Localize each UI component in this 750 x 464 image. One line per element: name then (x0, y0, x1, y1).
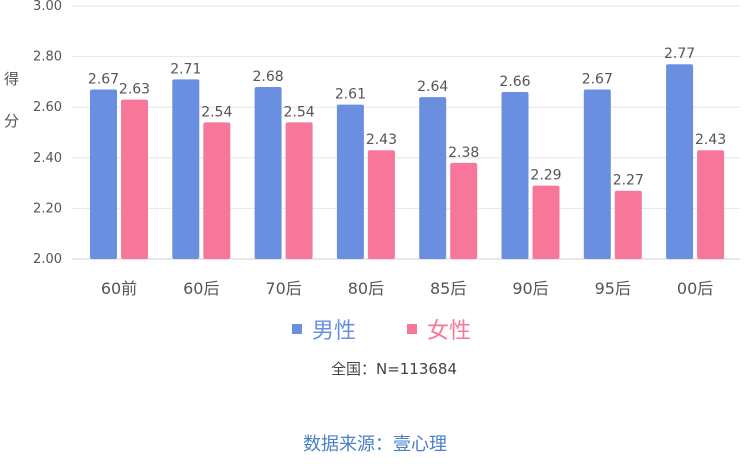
bar-female (367, 150, 395, 259)
x-tick-label: 00后 (677, 279, 713, 298)
sample-size-note: 全国：N=113684 (331, 360, 457, 378)
bar-female (697, 150, 725, 259)
bars (90, 64, 725, 260)
bar-female (285, 122, 313, 259)
bar-male (172, 79, 200, 260)
value-label-female: 2.38 (448, 145, 479, 161)
y-tick-label: 2.20 (33, 201, 62, 216)
value-label-female: 2.43 (695, 132, 726, 148)
bar-female (203, 122, 231, 259)
x-tick-label: 95后 (595, 279, 631, 298)
y-tick-label: 2.40 (33, 151, 62, 166)
bar-female (121, 99, 148, 259)
value-label-male: 2.64 (417, 79, 448, 95)
data-source: 数据来源：壹心理 (303, 434, 447, 455)
x-tick-label: 90后 (512, 279, 548, 298)
y-axis-label-part-2: 分 (4, 112, 19, 130)
y-tick-label: 3.00 (33, 0, 62, 14)
bar-female (450, 162, 478, 259)
value-label-female: 2.29 (530, 168, 561, 184)
x-tick-label: 85后 (430, 279, 466, 298)
x-tick-label: 80后 (348, 279, 384, 298)
bar-male (419, 97, 447, 259)
value-label-male: 2.67 (88, 71, 119, 87)
y-axis-label-part-1: 得 (4, 70, 19, 88)
value-label-female: 2.63 (119, 82, 150, 98)
bar-male (90, 89, 117, 260)
x-tick-label: 60前 (101, 279, 137, 298)
bar-male (254, 86, 282, 260)
bar-male (501, 92, 529, 260)
value-label-female: 2.54 (201, 104, 232, 120)
x-axis-ticks: 60前 60后 70后 80后 85后 90后 95后 00后 (101, 279, 713, 298)
value-label-male: 2.67 (582, 71, 613, 87)
value-label-male: 2.68 (253, 69, 284, 85)
legend: 男性 女性 (292, 319, 471, 344)
y-axis-ticks: 2.00 2.20 2.40 2.60 2.80 3.00 (33, 0, 62, 267)
bar-female (532, 185, 560, 259)
bar-male (666, 64, 694, 259)
value-label-female: 2.27 (613, 173, 644, 189)
legend-swatch-female (407, 324, 417, 334)
x-tick-label: 70后 (265, 279, 301, 298)
value-label-male: 2.77 (664, 46, 695, 62)
value-labels: 2.672.632.712.542.682.542.612.432.642.38… (88, 46, 726, 189)
value-label-male: 2.66 (499, 74, 530, 90)
bar-male (336, 104, 364, 259)
bar-male (583, 89, 611, 260)
value-label-male: 2.61 (335, 87, 366, 103)
y-tick-label: 2.60 (33, 100, 62, 115)
legend-label-male: 男性 (312, 319, 356, 344)
value-label-female: 2.43 (366, 132, 397, 148)
bar-female (614, 190, 642, 259)
y-tick-label: 2.80 (33, 50, 62, 65)
x-tick-label: 60后 (183, 279, 219, 298)
legend-swatch-male (292, 324, 302, 334)
value-label-male: 2.71 (170, 61, 201, 77)
legend-label-female: 女性 (427, 319, 471, 344)
value-label-female: 2.54 (284, 104, 315, 120)
y-tick-label: 2.00 (33, 252, 62, 267)
